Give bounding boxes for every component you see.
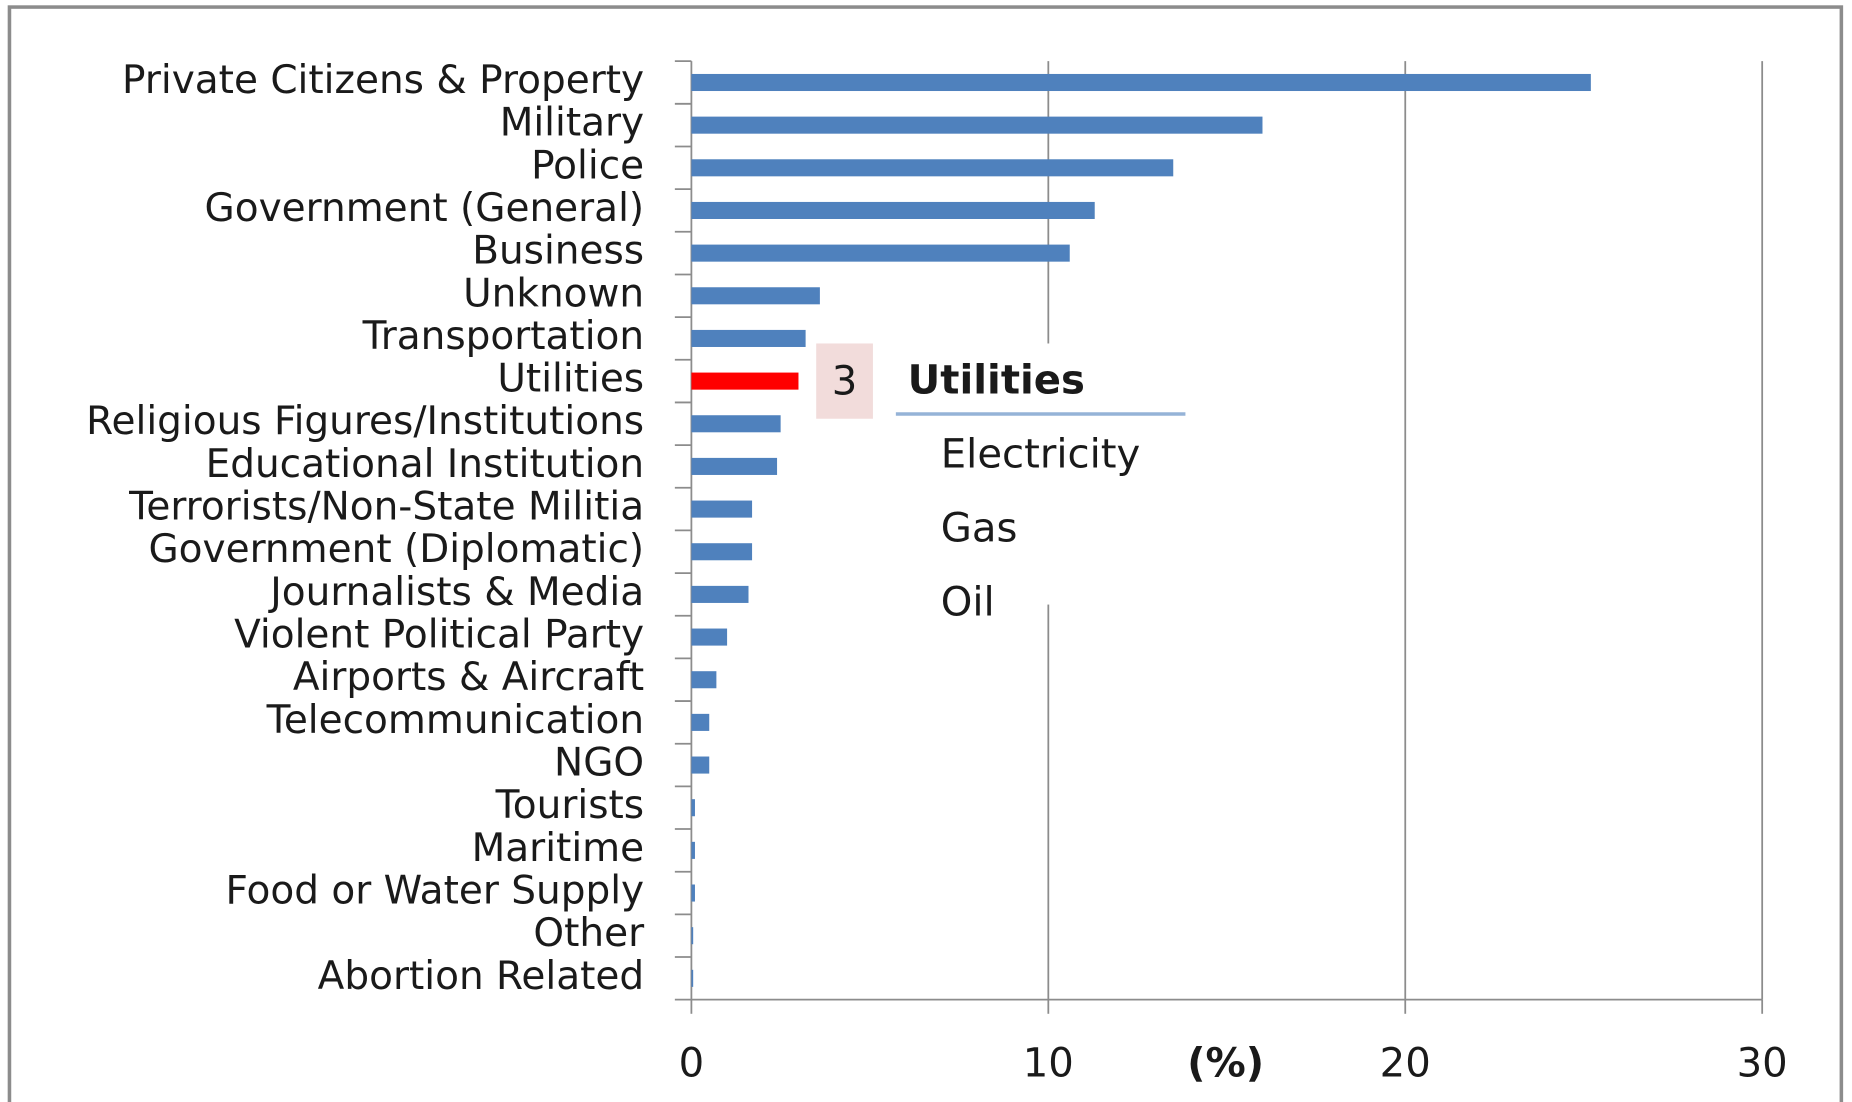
- y-tick-label: Business: [472, 229, 644, 274]
- bar: [691, 287, 820, 305]
- y-tick-label: Abortion Related: [318, 954, 644, 999]
- bar: [691, 159, 1174, 177]
- x-tick-label: 10: [1023, 1041, 1074, 1087]
- bar: [691, 585, 749, 603]
- y-tick-label: Transportation: [362, 314, 645, 359]
- y-tick-label: Journalists & Media: [267, 570, 644, 615]
- y-tick-label: Police: [531, 143, 644, 188]
- annotation-item: Gas: [941, 506, 1018, 552]
- y-tick-label: Government (General): [205, 186, 645, 231]
- bar: [691, 543, 753, 561]
- bar: [691, 244, 1070, 262]
- x-tick-label: 30: [1737, 1041, 1788, 1087]
- bar: [691, 927, 694, 945]
- annotation-item: Oil: [941, 580, 995, 626]
- y-tick-label: Military: [500, 101, 644, 146]
- y-tick-label: Maritime: [472, 826, 644, 871]
- y-tick-label: Tourists: [495, 783, 645, 828]
- y-tick-label: NGO: [554, 741, 644, 786]
- x-tick-label: 20: [1380, 1041, 1431, 1087]
- y-tick-label: Telecommunication: [266, 698, 644, 743]
- y-tick-label: Religious Figures/Institutions: [86, 399, 644, 444]
- bar: [691, 841, 695, 859]
- y-tick-label: Private Citizens & Property: [122, 58, 644, 103]
- y-tick-label: Utilities: [497, 357, 644, 402]
- bar: [691, 713, 710, 731]
- bar: [691, 628, 728, 646]
- y-tick-label: Unknown: [463, 271, 644, 316]
- annotation-panel: [895, 343, 1186, 605]
- chart-border: [7, 5, 1844, 1102]
- bar: [691, 884, 695, 902]
- bar: [691, 799, 695, 817]
- bar: [691, 969, 694, 987]
- y-tick-label: Violent Political Party: [234, 613, 644, 658]
- y-tick-label: Airports & Aircraft: [293, 655, 644, 700]
- data-label-box: [816, 343, 873, 419]
- data-label: 3: [832, 359, 858, 405]
- bar: [691, 415, 781, 433]
- x-tick-label: 0: [679, 1041, 705, 1087]
- bar: [691, 756, 710, 774]
- y-tick-label: Other: [533, 911, 644, 956]
- y-tick-label: Government (Diplomatic): [148, 527, 644, 572]
- x-axis-label: (%): [1187, 1041, 1264, 1087]
- annotation-item: Electricity: [941, 431, 1141, 477]
- bar: [691, 201, 1095, 219]
- bar: [691, 329, 806, 347]
- annotation-title: Utilities: [908, 357, 1085, 403]
- bar: [691, 116, 1263, 134]
- bar: [691, 73, 1591, 92]
- y-tick-label: Educational Institution: [206, 442, 645, 487]
- bar: [691, 457, 778, 475]
- bar: [691, 372, 799, 390]
- y-tick-label: Terrorists/Non-State Militia: [128, 485, 644, 530]
- bar: [691, 500, 753, 518]
- y-tick-label: Food or Water Supply: [225, 869, 644, 914]
- bar: [691, 671, 717, 689]
